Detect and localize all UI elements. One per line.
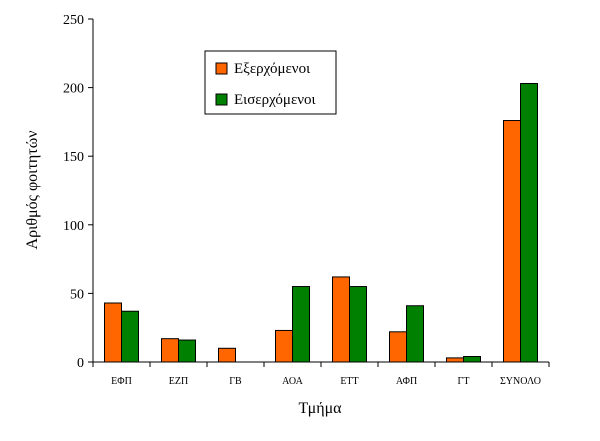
- bar-outgoing: [389, 331, 407, 363]
- bar-outgoing: [446, 357, 464, 363]
- x-category-label: ΑΟΑ: [282, 376, 304, 387]
- x-category-label: ΕΦΠ: [111, 376, 132, 387]
- y-tick-label: 250: [63, 13, 84, 28]
- x-axis-title: Τμήμα: [298, 400, 342, 417]
- y-axis-title: Αριθμός φοιτητών: [24, 131, 41, 250]
- bar-incoming: [121, 310, 139, 363]
- labels-layer: ΕΦΠ ΕΖΠ ΓΒ ΑΟΑ ΕΤΤ ΑΦΠ ΓΤ ΣΥΝΟΛΟ: [111, 376, 541, 387]
- bar-incoming: [292, 286, 310, 363]
- bar-incoming: [349, 286, 367, 363]
- bar-outgoing: [275, 329, 293, 363]
- legend-swatch-incoming: [215, 93, 228, 106]
- bar-outgoing: [218, 347, 236, 363]
- legend-swatch-outgoing: [215, 62, 228, 75]
- legend-label-outgoing: Εξερχόμενοι: [234, 61, 310, 77]
- x-category-label: ΕΤΤ: [340, 376, 358, 387]
- bar-outgoing: [503, 120, 521, 363]
- bar-incoming: [178, 339, 196, 363]
- x-category-label: ΓΤ: [458, 376, 470, 387]
- x-category-label: ΓΒ: [229, 376, 242, 387]
- legend: Εξερχόμενοι Εισερχόμενοι: [204, 50, 337, 115]
- y-tick-label: 200: [63, 82, 84, 97]
- y-tick-label: 100: [63, 219, 84, 234]
- bar-outgoing: [161, 338, 179, 363]
- x-category-label: ΑΦΠ: [396, 376, 417, 387]
- ticks-layer: 0 50 100 150 200 250: [63, 13, 550, 371]
- bar-incoming: [406, 305, 424, 363]
- bars-layer: [104, 82, 538, 363]
- bar-incoming: [520, 82, 538, 363]
- bar-outgoing: [104, 302, 122, 363]
- y-tick-label: 50: [70, 287, 84, 302]
- x-category-label: ΕΖΠ: [169, 376, 188, 387]
- bar-outgoing: [332, 276, 350, 363]
- bar-incoming: [463, 356, 481, 363]
- y-tick-label: 150: [63, 150, 84, 165]
- x-category-label: ΣΥΝΟΛΟ: [500, 376, 541, 387]
- legend-label-incoming: Εισερχόμενοι: [234, 92, 316, 108]
- y-tick-label: 0: [77, 356, 84, 371]
